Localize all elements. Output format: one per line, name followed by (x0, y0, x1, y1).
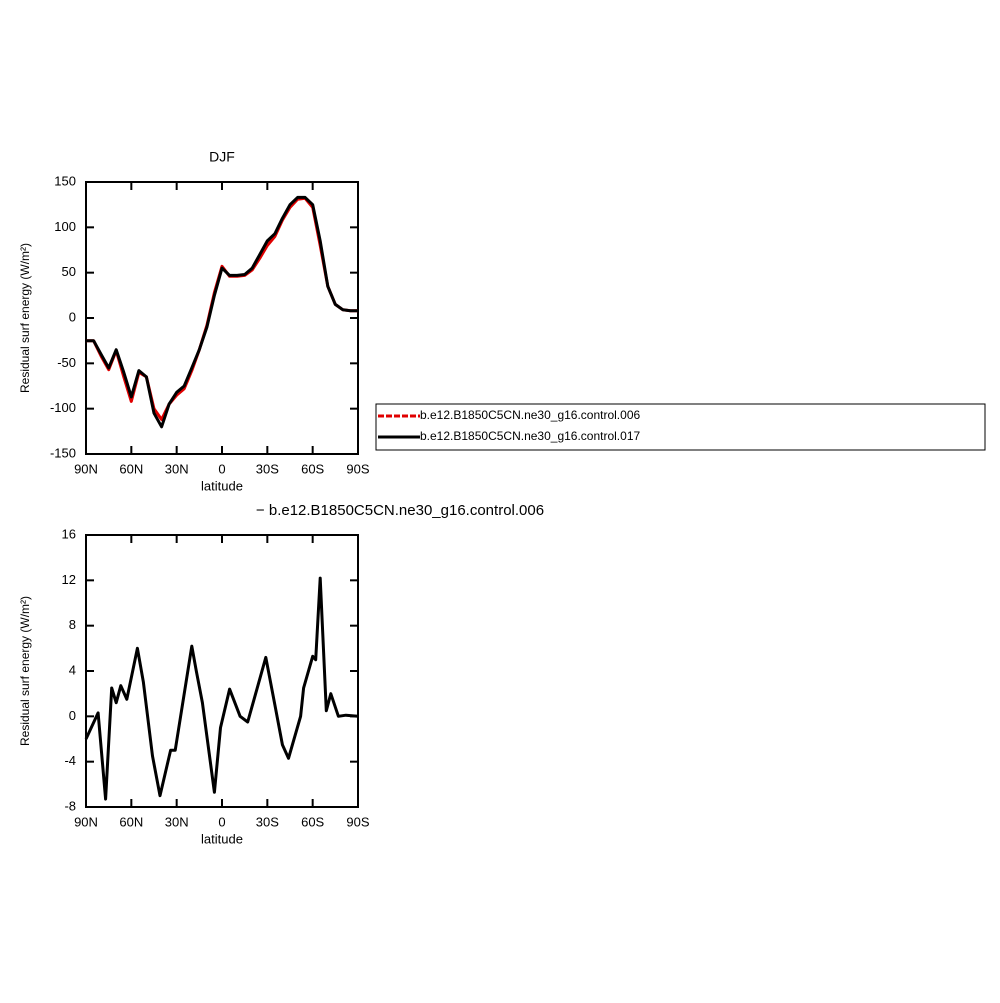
x-tick-label: 90N (74, 814, 98, 829)
legend-label: b.e12.B1850C5CN.ne30_g16.control.017 (420, 429, 640, 443)
plot-frame (85, 534, 359, 808)
x-tick-label: 30S (256, 814, 279, 829)
x-tick-label: 60S (301, 461, 324, 476)
y-tick-label: -150 (50, 445, 76, 460)
y-tick-label: 150 (54, 173, 76, 188)
y-tick-label: -8 (64, 798, 76, 813)
y-tick-label: -4 (64, 753, 76, 768)
y-tick-label: 0 (69, 708, 76, 723)
x-tick-label: 90S (346, 461, 369, 476)
data-line (86, 195, 358, 429)
legend-box (375, 403, 986, 451)
x-tick-label: 30S (256, 461, 279, 476)
x-tick-label: 0 (218, 461, 225, 476)
y-tick-label: 50 (62, 264, 76, 279)
y-tick-label: 8 (69, 617, 76, 632)
y-tick-label: 12 (62, 572, 76, 587)
x-tick-label: 60S (301, 814, 324, 829)
chart-title: − b.e12.B1850C5CN.ne30_g16.control.006 (256, 502, 544, 519)
x-tick-label: 0 (218, 814, 225, 829)
chart-title: DJF (209, 149, 235, 165)
x-axis-label: latitude (201, 831, 243, 846)
x-tick-label: 90N (74, 461, 98, 476)
y-axis-label: Residual surf energy (W/m²) (18, 243, 32, 393)
x-tick-label: 30N (165, 461, 189, 476)
x-tick-label: 30N (165, 814, 189, 829)
y-tick-label: 0 (69, 309, 76, 324)
y-tick-label: 100 (54, 219, 76, 234)
y-tick-label: 16 (62, 526, 76, 541)
y-tick-label: -100 (50, 400, 76, 415)
data-line (84, 576, 359, 801)
x-axis-label: latitude (201, 478, 243, 493)
x-tick-label: 60N (119, 814, 143, 829)
x-tick-label: 90S (346, 814, 369, 829)
y-tick-label: -50 (57, 355, 76, 370)
y-axis-label: Residual surf energy (W/m²) (18, 596, 32, 746)
y-tick-label: 4 (69, 662, 76, 677)
legend-label: b.e12.B1850C5CN.ne30_g16.control.006 (420, 408, 640, 422)
x-tick-label: 60N (119, 461, 143, 476)
